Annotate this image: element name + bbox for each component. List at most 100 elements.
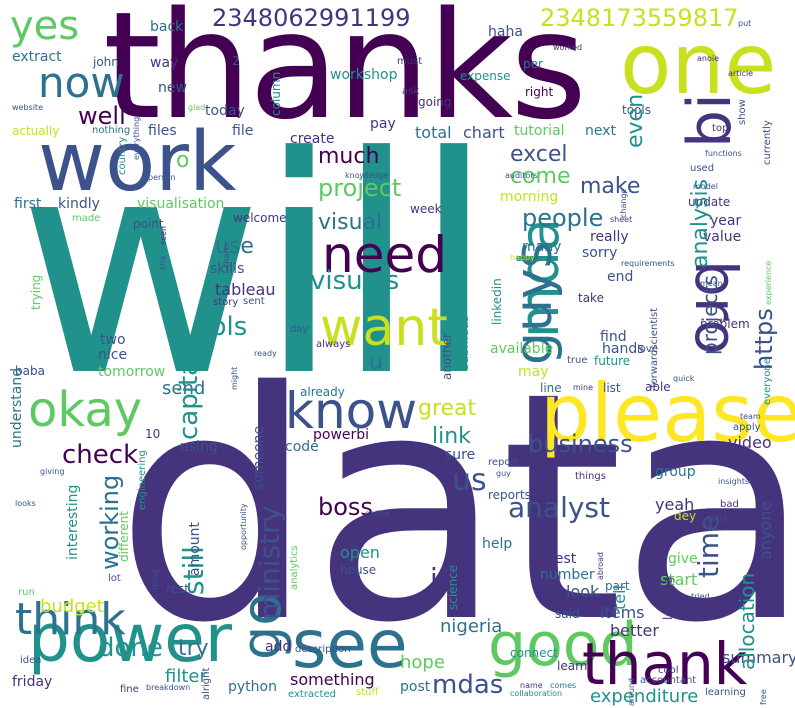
word-done: done — [98, 633, 163, 663]
word-dey: dey — [674, 509, 697, 523]
word-thing-v: thing — [151, 569, 160, 590]
word-now: now — [38, 58, 125, 107]
word-house: house — [340, 563, 377, 577]
word-power: power — [28, 600, 232, 677]
word-file: file — [232, 123, 254, 139]
word-everyone: everyone — [762, 358, 773, 405]
word-open: open — [340, 543, 380, 562]
word-part: part — [605, 579, 630, 593]
word-tools: tools — [622, 103, 651, 117]
word-hope: hope — [400, 652, 445, 673]
word-video: video — [728, 433, 772, 452]
word-yes: yes — [10, 3, 80, 49]
word-job: job — [430, 562, 473, 595]
word-alright: alright — [201, 667, 212, 700]
word-send: send — [162, 378, 206, 399]
word-see: see — [292, 606, 408, 683]
word-year: year — [710, 213, 742, 229]
word-experience: experience — [764, 260, 773, 305]
word-good: good — [488, 610, 638, 680]
word-actually: actually — [12, 124, 60, 138]
word-line: line — [540, 381, 562, 395]
word-people: people — [522, 204, 604, 232]
word-powerbi: powerbi — [313, 427, 370, 443]
word-science: science — [446, 564, 460, 610]
word-okay: okay — [28, 382, 143, 438]
word-linkedin: linkedin — [490, 278, 504, 325]
word-auditors: auditors — [505, 171, 538, 180]
word-nice: nice — [98, 347, 128, 363]
word-please: please — [540, 367, 795, 460]
word-rest: rest — [166, 582, 190, 596]
word-pls: pls — [210, 312, 248, 342]
word-project: project — [318, 174, 402, 202]
word-summary: summary — [722, 648, 795, 667]
word-stuff: stuff — [356, 687, 379, 698]
word-data: data — [115, 326, 795, 692]
word-really: really — [590, 229, 629, 245]
word-expense: expense — [460, 69, 511, 83]
word-number-1: 2348062991199 — [212, 4, 411, 32]
word-look: look — [566, 582, 600, 601]
word-post: post — [400, 679, 431, 695]
word-time: time — [692, 514, 725, 578]
word-charts-v: charts — [222, 243, 231, 268]
word-come: come — [510, 164, 571, 189]
word-available: available — [490, 341, 554, 357]
word-want: want — [320, 298, 448, 358]
word-glad: glad — [188, 103, 206, 112]
word-ready: ready — [254, 349, 277, 358]
word-knowledge: knowledge — [345, 171, 389, 180]
word-know: know — [285, 382, 418, 440]
word-extract: extract — [12, 49, 62, 65]
word-python: python — [228, 679, 277, 695]
word-website: website — [12, 103, 43, 112]
word-help: help — [482, 536, 513, 552]
word-opportunity: opportunity — [239, 503, 248, 550]
word-number: number — [540, 567, 595, 583]
word-someone: someone — [251, 425, 267, 490]
word-start: start — [660, 570, 698, 589]
word-give: give — [668, 551, 698, 567]
word-chart: chart — [463, 123, 505, 142]
word-learning: learning — [705, 687, 746, 698]
word-future: future — [594, 354, 631, 368]
word-great: great — [418, 396, 477, 421]
word-tell: tell — [610, 584, 629, 610]
word-check: check — [62, 440, 139, 470]
word-ten: 10 — [145, 427, 161, 441]
word-first: first — [14, 196, 42, 212]
word-ministry: ministry — [253, 505, 286, 620]
word-functions: functions — [705, 149, 742, 158]
word-pay: pay — [370, 116, 396, 132]
word-another: another — [440, 333, 454, 380]
word-put: put — [738, 19, 752, 28]
word-anyone: anyone — [756, 500, 775, 560]
word-engineering: engineering — [137, 450, 148, 510]
word-different: different — [117, 511, 131, 562]
word-sorry: sorry — [582, 245, 618, 261]
word-show: show — [737, 99, 748, 125]
word-everything: everything — [132, 116, 141, 160]
word-welcome-r: welcome — [233, 211, 287, 225]
word-bi: bi — [675, 93, 745, 148]
word-sure: sure — [445, 447, 476, 463]
word-end: end — [607, 269, 634, 285]
word-capital: capital — [174, 352, 204, 440]
word-collaboration: collaboration — [510, 689, 563, 698]
word-story: story — [213, 297, 239, 308]
word-filter: filter — [165, 666, 207, 687]
word-guy: guy — [496, 469, 511, 478]
word-two: two — [100, 332, 126, 348]
word-team: team — [740, 412, 761, 421]
word-analytics: analytics — [289, 545, 300, 590]
word-extracted: extracted — [288, 689, 336, 700]
word-always: always — [316, 339, 351, 350]
word-baba: baba — [15, 364, 45, 378]
word-model: model — [693, 182, 718, 191]
word-able: able — [645, 380, 671, 394]
word-work: work — [38, 115, 237, 210]
word-us: us — [452, 463, 487, 498]
word-sha: sha — [158, 255, 167, 270]
